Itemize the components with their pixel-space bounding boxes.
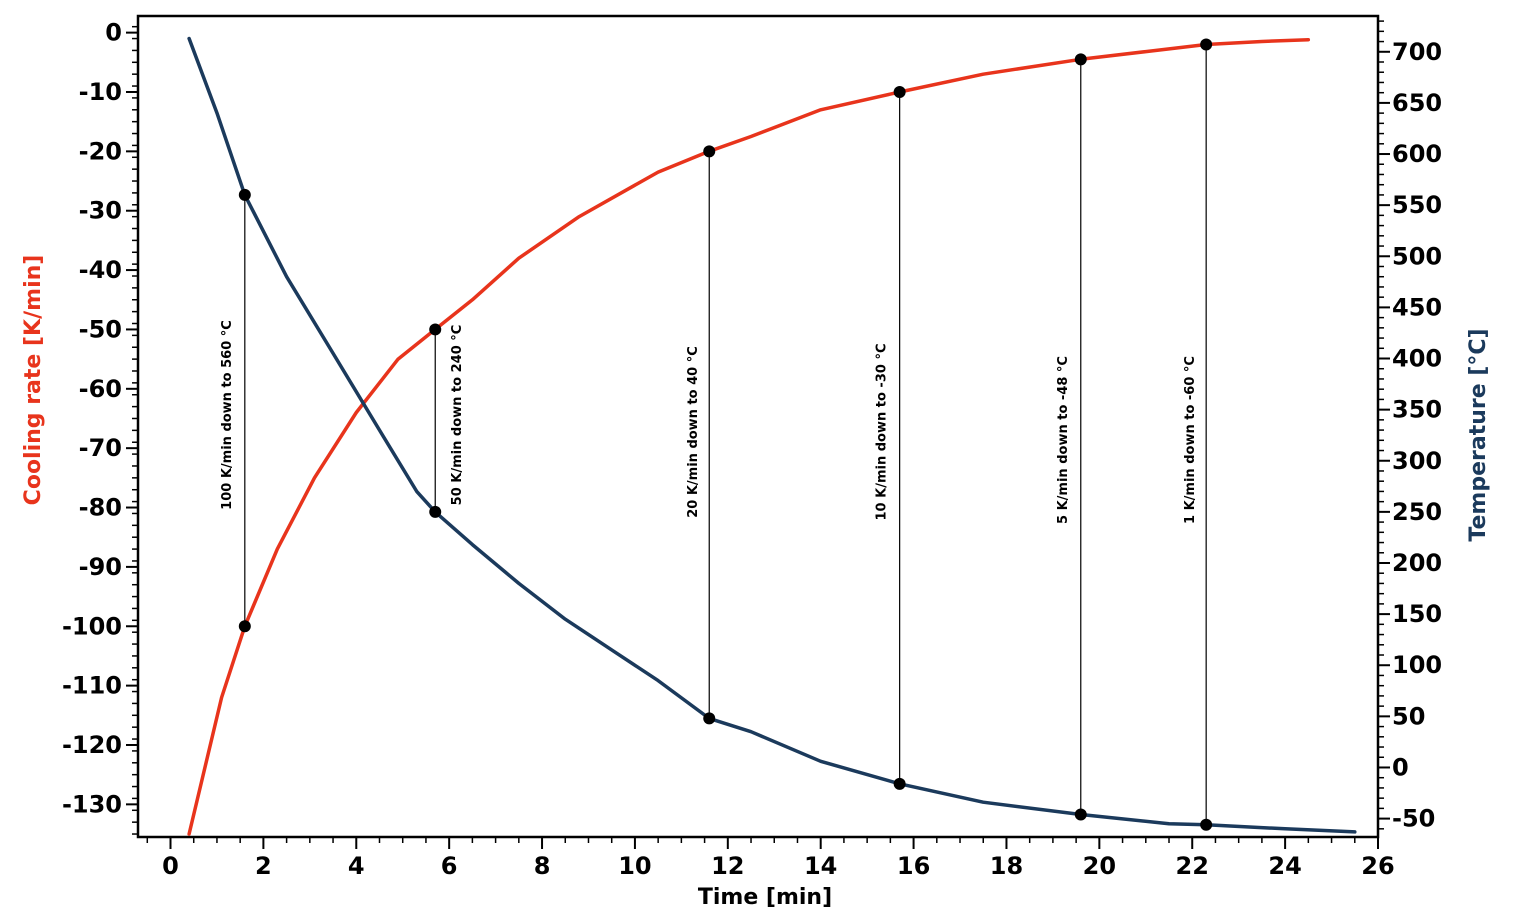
temperature-marker	[429, 505, 442, 518]
y-right-tick-label: 600	[1392, 140, 1442, 168]
temperature-series	[187, 36, 1357, 834]
x-axis: 0 2 4 6 8 10 12 14 16 18 20 22 24 26	[146, 837, 1395, 880]
y-right-tick-label: 300	[1392, 447, 1442, 475]
annotation-label: 5 K/min down to -48 °C	[1056, 356, 1071, 524]
y-left-tick-label: 0	[105, 19, 122, 47]
y-left-tick-label: -60	[79, 375, 122, 403]
x-tick-label: 16	[897, 852, 930, 880]
x-tick-label: 2	[255, 852, 272, 880]
y-left-tick-label: -130	[62, 790, 122, 818]
annotation-label: 10 K/min down to -30 °C	[875, 344, 890, 521]
y-right-tick-label: 250	[1392, 498, 1442, 526]
y-right-axis: -50 0 50 100 150 200 250 300 350 400 450 500 550 600 6…	[1378, 20, 1442, 833]
marker-layer	[238, 38, 1213, 831]
x-tick-label: 18	[990, 852, 1023, 880]
x-tick-label: 12	[711, 852, 744, 880]
y-right-tick-label: 350	[1392, 396, 1442, 424]
y-left-tick-label: -120	[62, 731, 122, 759]
cooling-rate-marker	[893, 85, 906, 98]
annotation-label: 20 K/min down to 40 °C	[686, 346, 701, 518]
temperature-marker	[1074, 808, 1087, 821]
y-left-tick-label: -80	[79, 494, 122, 522]
y-right-tick-label: 400	[1392, 345, 1442, 373]
y-right-tick-label: 450	[1392, 293, 1442, 321]
cooling-rate-marker	[238, 620, 251, 633]
y-left-tick-label: -90	[79, 553, 122, 581]
annotation-labels: 100 K/min down to 560 °C 50 K/min down to…	[220, 320, 1198, 524]
cooling-rate-marker	[429, 323, 442, 336]
y-right-tick-label: 200	[1392, 549, 1442, 577]
x-tick-label: 4	[348, 852, 365, 880]
annotation-label: 1 K/min down to -60 °C	[1183, 356, 1198, 524]
x-tick-label: 26	[1361, 852, 1394, 880]
y-right-tick-label: -50	[1392, 805, 1435, 833]
plot-frame	[136, 14, 1380, 839]
y-right-tick-label: 550	[1392, 191, 1442, 219]
x-axis-title: Time [min]	[698, 885, 832, 910]
y-right-tick-label: 650	[1392, 89, 1442, 117]
temperature-marker	[893, 777, 906, 790]
cooling-rate-marker	[703, 145, 716, 158]
y-right-tick-label: 150	[1392, 600, 1442, 628]
y-left-tick-label: -100	[62, 612, 122, 640]
y-left-tick-label: -50	[79, 315, 122, 343]
y-right-tick-label: 700	[1392, 38, 1442, 66]
x-tick-label: 20	[1083, 852, 1116, 880]
y-right-tick-label: 0	[1392, 753, 1409, 781]
x-tick-label: 0	[162, 852, 179, 880]
cooling-rate-marker	[1074, 53, 1087, 66]
x-tick-label: 24	[1268, 852, 1301, 880]
annotation-label: 100 K/min down to 560 °C	[220, 320, 235, 510]
y-left-tick-label: -40	[79, 256, 122, 284]
cooling-rate-marker	[1200, 38, 1213, 51]
annotation-label: 50 K/min down to 240 °C	[450, 325, 465, 506]
y-right-axis-title: Temperature [°C]	[1466, 328, 1491, 541]
y-left-tick-label: -30	[79, 197, 122, 225]
y-left-axis-title: Cooling rate [K/min]	[21, 255, 46, 506]
annotation-lines	[244, 44, 1207, 825]
cooling-rate-series	[187, 37, 1311, 836]
x-tick-label: 6	[441, 852, 458, 880]
y-right-tick-label: 50	[1392, 702, 1425, 730]
y-right-tick-label: 500	[1392, 242, 1442, 270]
temperature-marker	[703, 712, 716, 725]
y-right-tick-label: 100	[1392, 651, 1442, 679]
x-tick-label: 8	[534, 852, 551, 880]
temperature-marker	[238, 188, 251, 201]
x-tick-label: 10	[618, 852, 651, 880]
y-left-tick-label: -70	[79, 434, 122, 462]
temperature-marker	[1200, 818, 1213, 831]
plot-frame-group	[136, 14, 1380, 839]
y-left-tick-label: -10	[79, 78, 122, 106]
y-left-axis: 0 -10 -20 -30 -40 -50 -60 -70 -80 -90 -100 -110 -120…	[62, 19, 138, 835]
x-tick-label: 14	[804, 852, 837, 880]
y-left-tick-label: -20	[79, 137, 122, 165]
series-layer	[187, 36, 1357, 836]
y-left-tick-label: -110	[62, 672, 122, 700]
x-tick-label: 22	[1176, 852, 1209, 880]
